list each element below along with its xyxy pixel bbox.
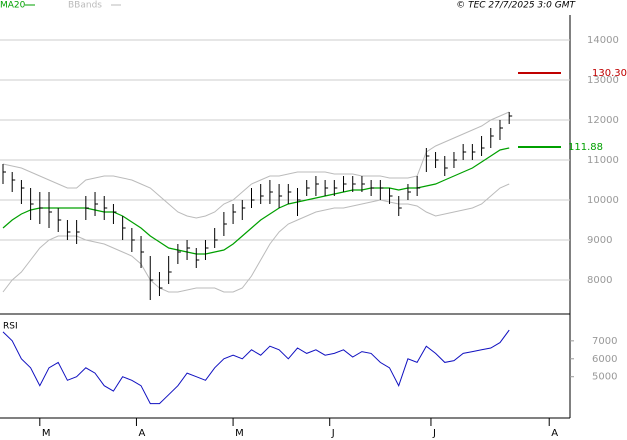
x-tick-label: J <box>331 428 335 439</box>
ma-line <box>2 147 510 255</box>
annotation-label: 130.30 <box>592 68 627 79</box>
y-tick-label: 6000 <box>592 354 617 365</box>
y-tick-label: 14000 <box>587 35 619 46</box>
x-tick-label: A <box>551 428 558 439</box>
x-tick-label: M <box>235 428 244 439</box>
y-tick-label: 12000 <box>587 115 619 126</box>
x-tick-label: J <box>432 428 436 439</box>
y-tick-label: 7000 <box>592 336 617 347</box>
bband-line <box>2 183 510 293</box>
y-tick-label: 13000 <box>587 75 619 86</box>
y-tick-label: 9000 <box>587 235 612 246</box>
x-tick-label: A <box>138 428 145 439</box>
annotation-label: 111.88 <box>568 142 603 153</box>
x-tick-label: M <box>42 428 51 439</box>
y-tick-label: 8000 <box>587 275 612 286</box>
legend-label: MA20 <box>0 1 26 11</box>
y-tick-label: 10000 <box>587 195 619 206</box>
rsi-line <box>2 329 510 405</box>
y-tick-label: 11000 <box>587 155 619 166</box>
bband-line <box>2 111 510 219</box>
rsi-label: RSI <box>3 322 18 332</box>
copyright: © TEC 27/7/2025 3:0 GMT <box>456 1 576 11</box>
y-tick-label: 5000 <box>592 372 617 383</box>
legend-label: BBands <box>68 1 102 11</box>
